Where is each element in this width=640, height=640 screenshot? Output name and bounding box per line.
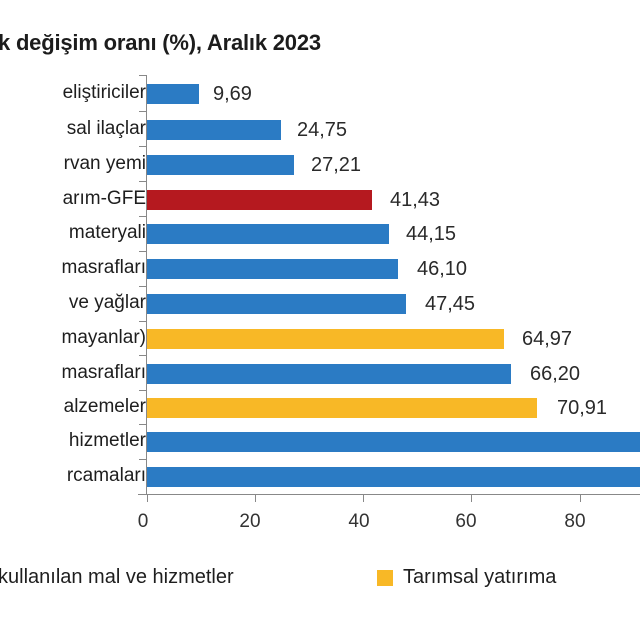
value-label: 46,10: [417, 258, 468, 280]
y-tick: [139, 111, 147, 112]
legend-label: kullanılan mal ve hizmetler: [0, 566, 234, 588]
value-label: 27,21: [311, 154, 362, 176]
category-label: ve yağlar: [68, 292, 146, 313]
y-tick: [139, 321, 147, 322]
category-label: rvan yemi: [63, 153, 146, 174]
x-tick: [147, 494, 148, 502]
value-label: 24,75: [297, 119, 348, 141]
category-label: alzemeler: [63, 396, 146, 417]
y-tick: [139, 75, 147, 76]
x-tick-label: 40: [348, 511, 370, 532]
category-label: hizmetler: [68, 430, 146, 451]
bar: [147, 120, 281, 140]
bar: [147, 294, 406, 314]
bar: [147, 190, 372, 210]
x-tick-label: 0: [137, 511, 149, 532]
x-tick: [255, 494, 256, 502]
value-label: 64,97: [522, 328, 573, 350]
bar: [147, 398, 537, 418]
x-tick: [471, 494, 472, 502]
x-tick-label: 60: [455, 511, 477, 532]
bar: [147, 364, 511, 384]
x-tick-label: 80: [564, 511, 586, 532]
category-label: arım-GFE: [62, 188, 146, 209]
category-label: mayanlar): [61, 327, 146, 348]
value-label: 41,43: [390, 189, 441, 211]
x-tick: [580, 494, 581, 502]
y-tick: [139, 146, 147, 147]
value-label: 66,20: [530, 363, 581, 385]
legend-label: Tarımsal yatırıma: [403, 566, 557, 588]
x-tick: [363, 494, 364, 502]
category-label: masrafları: [61, 362, 146, 383]
category-label: eliştiriciler: [62, 82, 146, 103]
category-label: masrafları: [61, 257, 146, 278]
bar: [147, 224, 389, 244]
bar: [147, 155, 294, 175]
value-label: 44,15: [406, 223, 457, 245]
bar: [147, 467, 640, 487]
legend-swatch-icon: [377, 569, 393, 586]
y-tick: [139, 459, 147, 460]
category-label: rcamaları: [66, 465, 146, 486]
x-tick-label: 20: [239, 511, 261, 532]
legend-item-inputs: kullanılan mal ve hizmetler: [0, 566, 234, 589]
y-tick: [139, 216, 147, 217]
category-label: sal ilaçlar: [66, 118, 146, 139]
bar: [147, 259, 398, 279]
y-axis: [146, 75, 147, 495]
y-tick: [139, 251, 147, 252]
y-tick: [139, 424, 147, 425]
y-tick: [139, 355, 147, 356]
bar: [147, 432, 640, 452]
category-label: materyali: [68, 222, 146, 243]
bar: [147, 329, 504, 349]
chart-title: k değişim oranı (%), Aralık 2023: [0, 30, 321, 55]
x-axis: [138, 494, 640, 495]
y-tick: [139, 390, 147, 391]
bar: [147, 84, 199, 104]
value-label: 9,69: [213, 83, 252, 105]
legend-item-investment: Tarımsal yatırıma: [377, 566, 556, 589]
y-tick: [139, 181, 147, 182]
value-label: 70,91: [557, 397, 608, 419]
y-tick: [139, 286, 147, 287]
value-label: 47,45: [425, 293, 476, 315]
